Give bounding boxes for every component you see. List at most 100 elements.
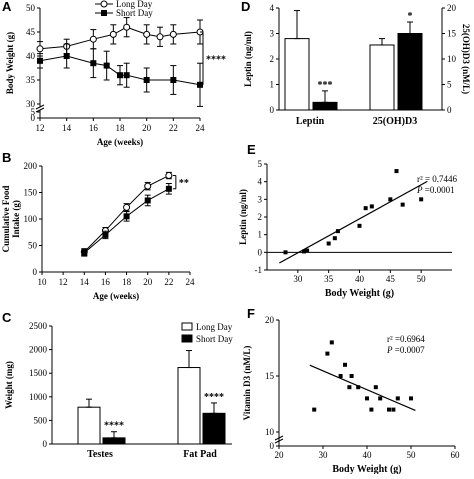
bar <box>202 412 226 445</box>
data-point <box>123 72 130 79</box>
y-tick-label-right: 20 <box>447 3 457 13</box>
data-point <box>325 351 330 356</box>
y-tick-label: 0 <box>270 105 275 115</box>
data-point <box>363 206 368 211</box>
bar <box>77 406 101 445</box>
data-point <box>302 249 306 254</box>
chart-c: 0 500 1000 1500 2000 2500 Weight (mg) Testes ***… <box>4 321 233 460</box>
y-axis-label-left: Leptin (ng/ml) <box>243 31 253 87</box>
x-tick-label: 20 <box>275 450 285 460</box>
data-point <box>419 197 424 202</box>
data-point <box>89 35 97 43</box>
panel-b: B 0 50 100 150 200 10 12 14 16 18 20 22 24 Age (weeks… <box>0 148 237 306</box>
panel-label-f: F <box>247 306 255 321</box>
x-tick-label: 60 <box>451 450 461 460</box>
data-point <box>347 385 352 390</box>
y-tick-label: 2 <box>258 212 263 222</box>
data-point <box>170 77 177 83</box>
x-tick-label: 14 <box>80 277 90 287</box>
panel-a: A 0 5 30 35 40 45 50 12 14 16 18 20 22 24 Age (weeks) B… <box>0 0 237 148</box>
data-point <box>332 236 337 241</box>
data-point <box>144 182 152 190</box>
category-label: Fat Pad <box>183 449 217 460</box>
y-tick-label: 50 <box>28 241 38 251</box>
data-point <box>409 396 413 401</box>
legend-label: Short Day <box>116 8 153 18</box>
r-squared-label: r² = 0.7446 <box>417 174 458 184</box>
x-tick-label: 40 <box>363 450 373 460</box>
data-point <box>349 374 354 378</box>
data-point <box>312 407 317 412</box>
significance-label: * <box>408 11 413 22</box>
y-tick-label: 2 <box>270 54 275 64</box>
data-point <box>388 197 393 202</box>
panel-label-a: A <box>2 0 12 14</box>
panel-label-e: E <box>247 142 256 157</box>
y-tick-label-right: 15 <box>447 29 457 39</box>
data-point <box>343 362 347 367</box>
x-tick-label: 50 <box>417 274 427 284</box>
data-point <box>394 169 399 174</box>
x-tick-label: 16 <box>89 123 99 133</box>
y-axis-label-right: 25(OH)D3 (nM/L) <box>461 24 471 94</box>
axis-break <box>274 438 284 444</box>
y-tick-label-right: 0 <box>447 105 452 115</box>
panel-e: E -1 0 1 2 3 4 5 30 35 40 45 50 Body Weight (g) Lepti… <box>237 142 474 306</box>
y-tick-label: 150 <box>24 188 38 198</box>
y-tick-label: 0 <box>43 439 48 449</box>
legend-marker <box>101 10 107 16</box>
significance-label: **** <box>206 54 226 65</box>
x-tick-label: 35 <box>324 274 334 284</box>
data-point <box>143 77 150 83</box>
significance-label: **** <box>104 421 124 432</box>
data-point <box>387 407 391 412</box>
data-point <box>37 57 43 64</box>
panel-f: F 0 10 15 20 20 30 40 50 60 Body Weight (g) Vitami… <box>237 306 474 475</box>
bar <box>369 44 395 111</box>
x-tick-label: 20 <box>142 123 152 133</box>
data-point <box>326 241 331 246</box>
data-point <box>123 23 131 31</box>
legend-label: Short Day <box>196 334 233 344</box>
axis-break <box>35 104 45 110</box>
x-tick-label: 16 <box>101 277 111 287</box>
axis-break <box>35 107 45 113</box>
data-point <box>144 197 151 204</box>
regression-line <box>309 364 416 412</box>
y-tick-label: 40 <box>26 51 36 61</box>
significance-label: *** <box>318 80 333 91</box>
x-tick-label: 20 <box>143 277 153 287</box>
data-point <box>378 396 383 401</box>
p-symbol: P <box>416 185 423 195</box>
data-point <box>365 396 369 401</box>
y-tick-label: 10 <box>265 427 275 437</box>
x-tick-label: 22 <box>164 277 173 287</box>
data-point <box>356 385 361 390</box>
x-tick-label: 22 <box>169 123 178 133</box>
x-tick-label: 30 <box>293 274 303 284</box>
x-tick-label: 30 <box>319 450 329 460</box>
y-tick-label: 4 <box>270 3 275 13</box>
data-point <box>63 53 70 59</box>
y-axis-label: Leptin (ng/ml) <box>238 189 248 245</box>
bar <box>397 33 423 111</box>
x-axis-label: Body Weight (g) <box>332 464 401 474</box>
data-point <box>109 30 117 38</box>
category-label: Testes <box>87 449 113 460</box>
y-tick-label: 0 <box>33 267 38 277</box>
panel-label-d: D <box>241 0 251 14</box>
bar <box>102 437 126 445</box>
y-tick-label: 50 <box>26 3 36 13</box>
data-point <box>81 249 88 256</box>
data-point <box>369 407 374 412</box>
legend-marker <box>100 0 108 8</box>
significance-label: **** <box>204 392 224 403</box>
data-point <box>338 374 343 378</box>
legend-label: Long Day <box>196 322 233 332</box>
regression-line <box>279 180 428 264</box>
data-point <box>143 30 151 38</box>
y-tick-label: 0 <box>270 441 275 451</box>
y-tick-label: 1 <box>270 80 275 90</box>
